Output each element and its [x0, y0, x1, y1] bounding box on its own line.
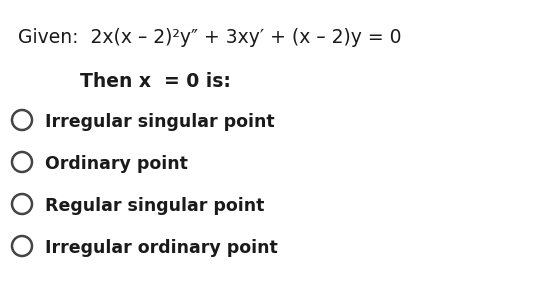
Text: Irregular singular point: Irregular singular point [45, 113, 274, 131]
Text: Regular singular point: Regular singular point [45, 197, 264, 215]
Text: Then x  = 0 is:: Then x = 0 is: [80, 72, 231, 91]
Text: Ordinary point: Ordinary point [45, 155, 188, 173]
Text: Irregular ordinary point: Irregular ordinary point [45, 239, 278, 257]
Text: Given:  2x(x – 2)²y″ + 3xy′ + (x – 2)y = 0: Given: 2x(x – 2)²y″ + 3xy′ + (x – 2)y = … [18, 28, 401, 47]
